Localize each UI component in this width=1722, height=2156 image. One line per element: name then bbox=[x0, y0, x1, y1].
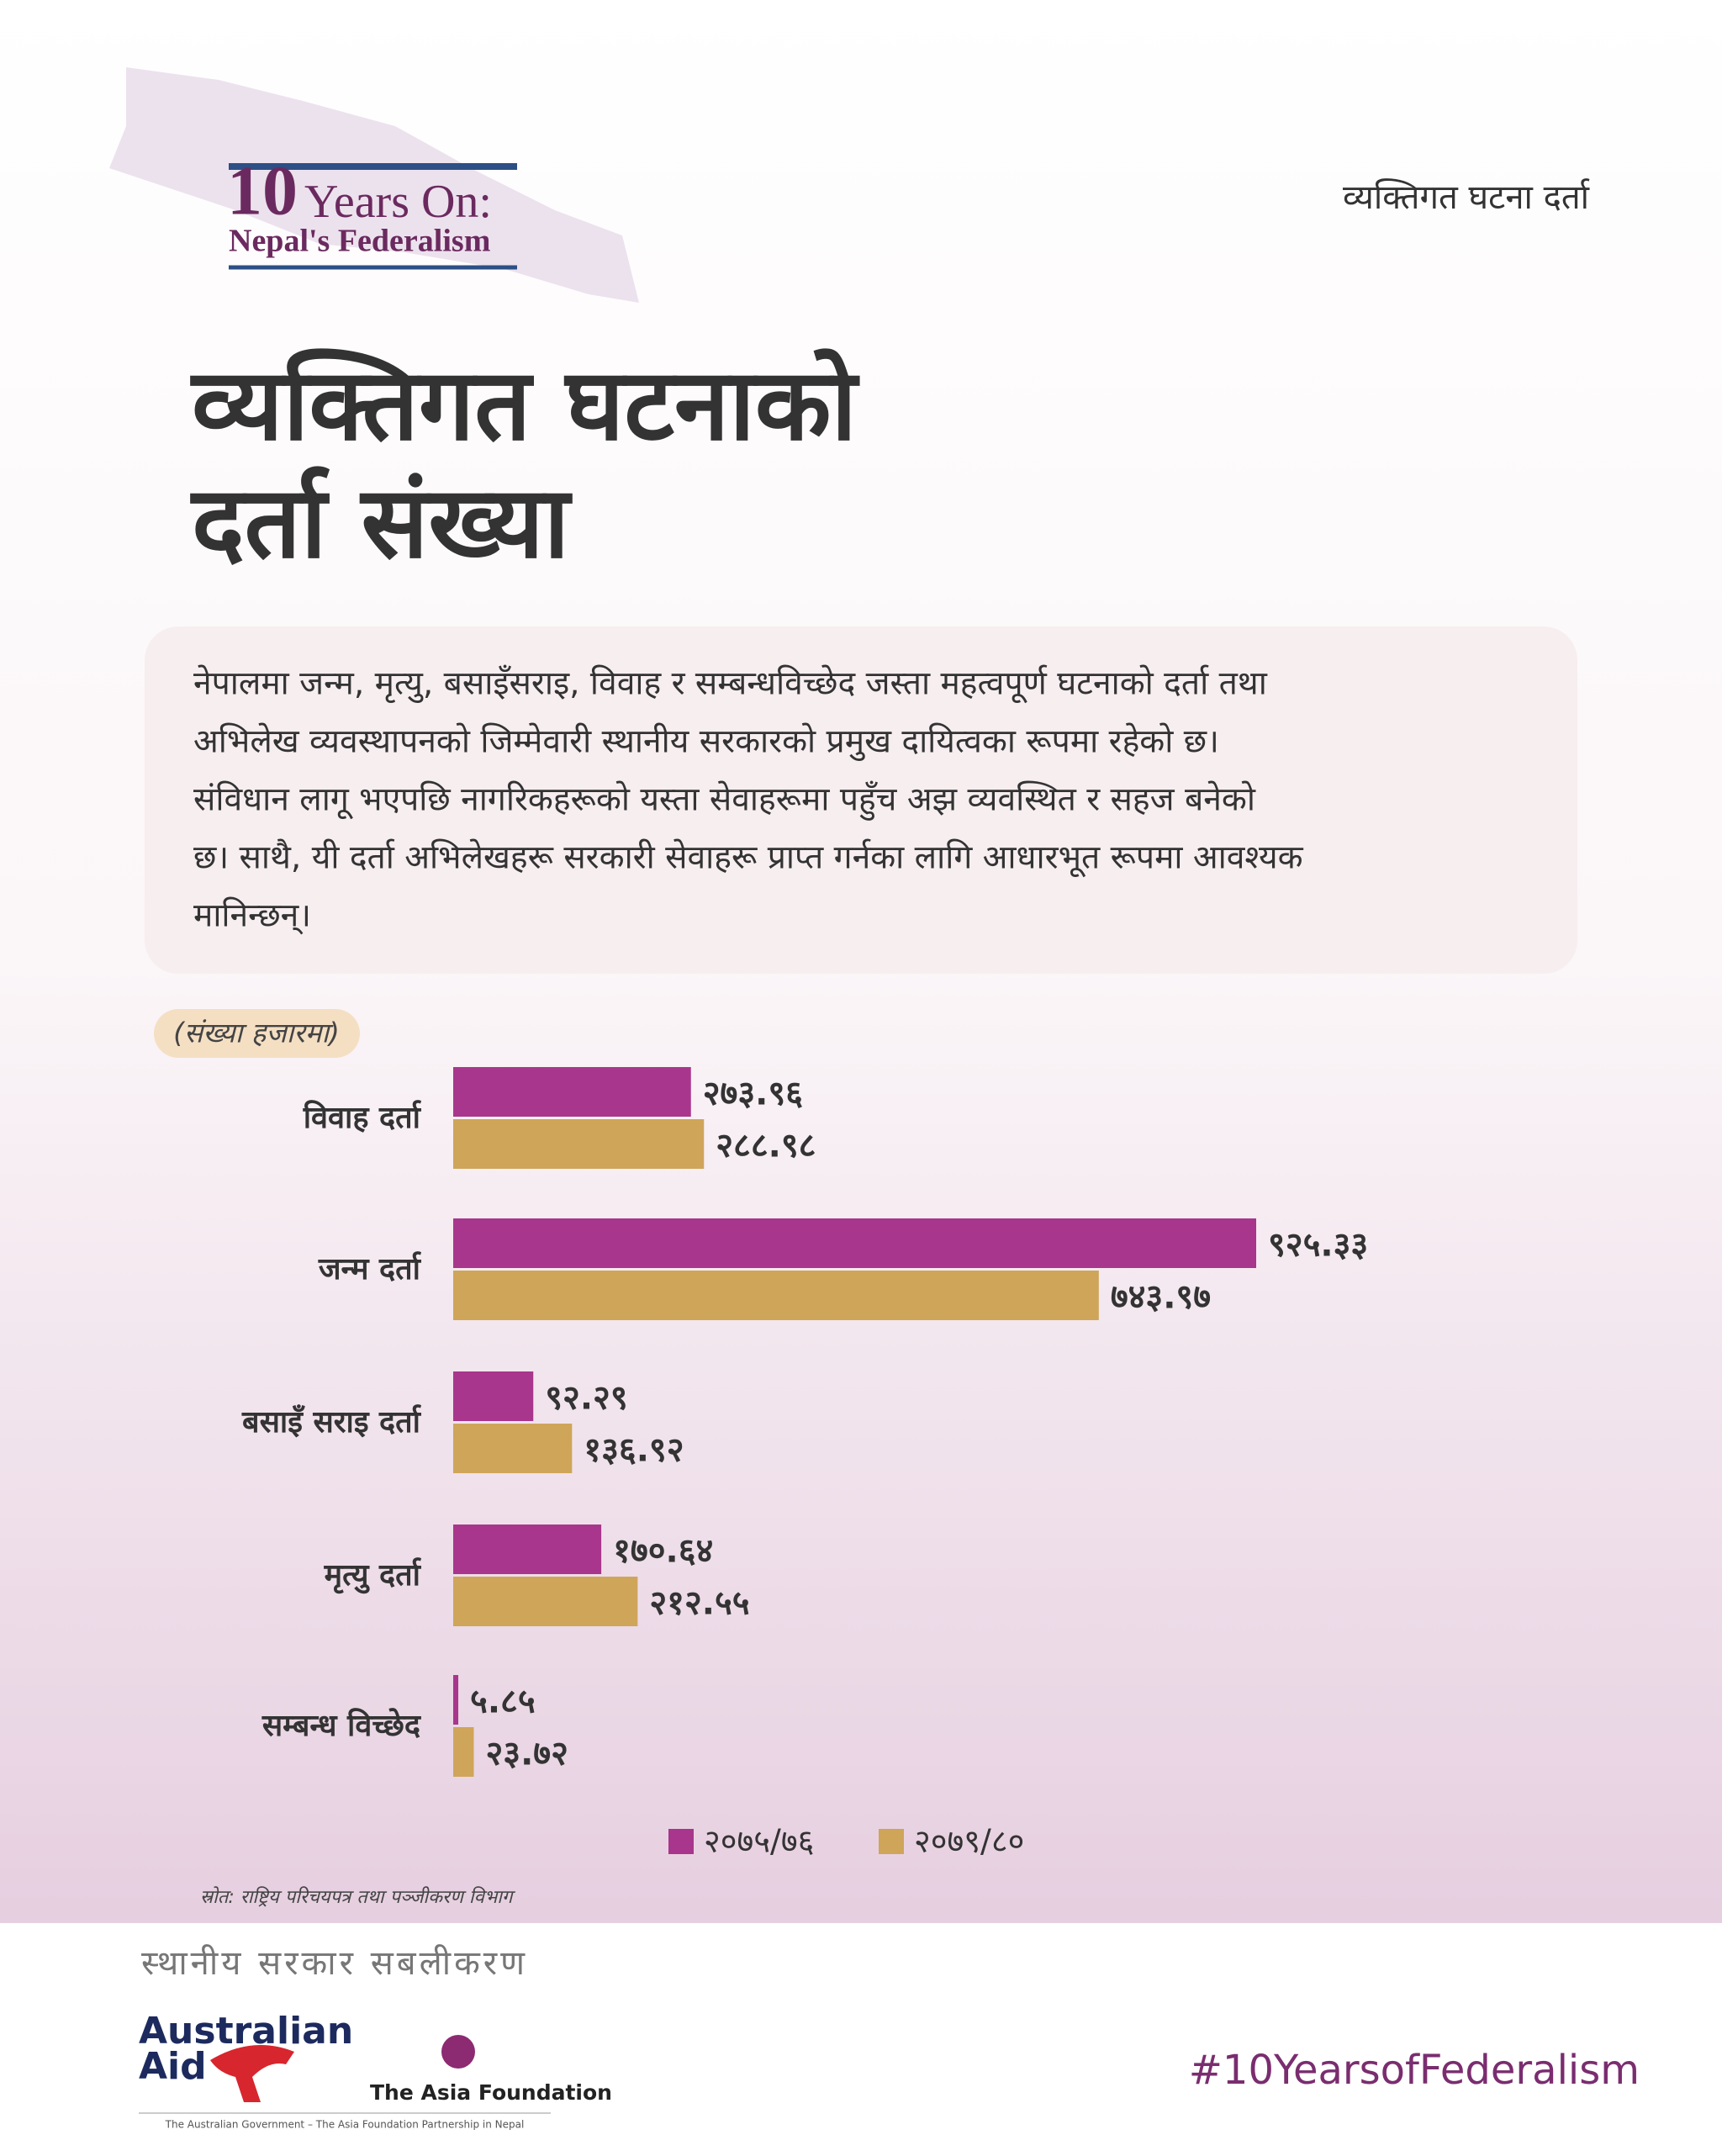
value-label: २१२.५५ bbox=[649, 1584, 749, 1623]
intro-line: छ। साथै, यी दर्ता अभिलेखहरू सरकारी सेवाह… bbox=[193, 839, 1304, 878]
bar bbox=[453, 1424, 573, 1473]
bar bbox=[453, 1577, 638, 1626]
source: स्रोत: राष्ट्रिय परिचयपत्र तथा पञ्जीकरण … bbox=[200, 1886, 516, 1908]
logo-title: Years On: bbox=[304, 176, 492, 228]
value-label: १३६.९२ bbox=[584, 1431, 684, 1470]
intro-box bbox=[145, 626, 1577, 974]
title: व्यक्तिगत घटनाको bbox=[190, 346, 861, 462]
bar bbox=[453, 1675, 459, 1725]
intro: नेपालमा जन्म, मृत्यु, बसाइँसराइ, विवाह र… bbox=[193, 665, 1304, 935]
foundation-icon bbox=[441, 2035, 475, 2069]
value-label: ९२५.३३ bbox=[1268, 1226, 1368, 1265]
legend-swatch bbox=[668, 1829, 694, 1854]
logo-number: 10 bbox=[227, 151, 298, 230]
legend-label: २०७५/७६ bbox=[704, 1823, 814, 1860]
value-label: २३.७२ bbox=[485, 1735, 568, 1773]
aid-logo: Australian bbox=[139, 2010, 353, 2053]
bar bbox=[453, 1525, 602, 1574]
category-label: जन्म दर्ता bbox=[318, 1251, 422, 1287]
partnership: The Australian Government – The Asia Fou… bbox=[165, 2119, 525, 2131]
intro-line: नेपालमा जन्म, मृत्यु, बसाइँसराइ, विवाह र… bbox=[193, 665, 1268, 704]
intro-line: मानिन्छन्। bbox=[193, 897, 311, 935]
bar bbox=[453, 1271, 1099, 1320]
value-label: २८८.९८ bbox=[716, 1127, 816, 1165]
value-label: ७४३.९७ bbox=[1111, 1278, 1211, 1317]
value-label: २७३.९६ bbox=[703, 1075, 803, 1113]
category-label: मृत्यु दर्ता bbox=[324, 1557, 422, 1594]
category-label: बसाइँ सराइ दर्ता bbox=[241, 1404, 422, 1440]
topic: व्यक्तिगत घटना दर्ता bbox=[1343, 178, 1590, 217]
bar bbox=[453, 1119, 705, 1169]
unit-pill bbox=[154, 1009, 360, 1058]
bar bbox=[453, 1218, 1256, 1268]
footer-background bbox=[0, 1923, 1722, 2153]
legend-swatch bbox=[879, 1829, 904, 1854]
chart: विवाह दर्ता २७३.९६ २८८.९८ जन्म दर्ता ९२५.३३ ७… bbox=[241, 1067, 1368, 1860]
value-label: १७०.६४ bbox=[613, 1532, 713, 1571]
intro-line: संविधान लागू भएपछि नागरिकहरूको यस्ता सेव… bbox=[193, 781, 1256, 822]
value-label: ५.८५ bbox=[470, 1683, 536, 1721]
hashtag: #10YearsofFederalism bbox=[1189, 2047, 1640, 2094]
intro-line: अभिलेख व्यवस्थापनको जिम्मेवारी स्थानीय स… bbox=[193, 723, 1219, 762]
aid-logo: Aid bbox=[139, 2045, 207, 2088]
bar bbox=[453, 1371, 534, 1421]
map-silhouette bbox=[109, 67, 639, 303]
logo-subtitle: Nepal's Federalism bbox=[229, 224, 490, 259]
unit-note: (संख्या हजारमा) bbox=[173, 1017, 340, 1049]
kangaroo-icon bbox=[210, 2045, 294, 2102]
category-label: सम्बन्ध विच्छेद bbox=[261, 1708, 422, 1743]
bar bbox=[453, 1727, 474, 1777]
legend-label: २०७९/८० bbox=[914, 1823, 1024, 1860]
title: दर्ता संख्या bbox=[190, 464, 573, 580]
foundation: The Asia Foundation bbox=[370, 2080, 612, 2105]
program: स्थानीय सरकार सबलीकरण bbox=[141, 1944, 528, 1983]
category-label: विवाह दर्ता bbox=[303, 1100, 422, 1135]
value-label: ९२.२९ bbox=[545, 1379, 627, 1418]
bar bbox=[453, 1067, 691, 1117]
